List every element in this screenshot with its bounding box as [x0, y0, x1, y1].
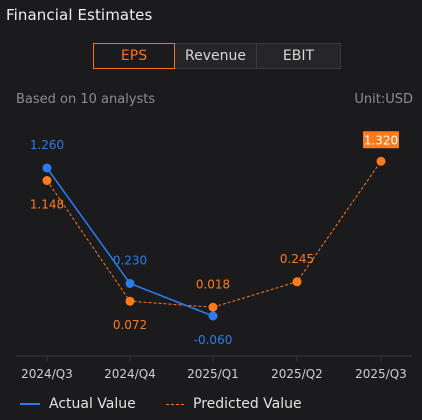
legend-actual-label: Actual Value: [49, 396, 136, 412]
tab-ebit[interactable]: EBIT: [257, 43, 341, 69]
actual-line-swatch: [20, 403, 40, 405]
eps-chart: 2024/Q3 2024/Q4 2025/Q1 2025/Q2 2025/Q3 1.260…: [16, 131, 412, 381]
unit-label: Unit:USD: [354, 92, 413, 107]
x-tick-label: 2025/Q2: [271, 367, 323, 381]
predicted-data-label: 0.245: [280, 252, 314, 266]
actual-point: [42, 163, 52, 173]
actual-value-line: [46, 167, 214, 317]
predicted-data-label: 0.072: [113, 318, 147, 332]
x-tick-label: 2024/Q3: [21, 367, 73, 381]
predicted-point: [376, 156, 386, 166]
predicted-value-line: [46, 160, 382, 308]
predicted-point: [42, 176, 52, 186]
actual-point: [125, 278, 135, 288]
x-tick-label: 2025/Q1: [187, 367, 239, 381]
predicted-data-label: 1.148: [30, 198, 64, 212]
page-title: Financial Estimates: [6, 6, 153, 24]
actual-point: [208, 311, 218, 321]
analyst-count-note: Based on 10 analysts: [16, 92, 156, 107]
legend-predicted-label: Predicted Value: [193, 396, 302, 412]
legend-item-actual[interactable]: Actual Value: [20, 393, 136, 415]
chart-legend: Actual Value Predicted Value: [0, 393, 422, 415]
highlight-label-box: [363, 131, 399, 149]
actual-data-label: 1.260: [30, 138, 64, 152]
tab-eps[interactable]: EPS: [93, 43, 175, 69]
predicted-point: [208, 302, 218, 312]
actual-data-label: -0.060: [194, 333, 233, 347]
tab-revenue[interactable]: Revenue: [175, 43, 257, 69]
metric-tabs: EPS Revenue EBIT: [93, 43, 341, 69]
predicted-line-swatch: [166, 403, 184, 405]
actual-data-label: 0.230: [113, 253, 147, 267]
predicted-point: [292, 277, 302, 287]
x-tick-label: 2024/Q4: [104, 367, 156, 381]
predicted-data-label: 0.018: [196, 277, 230, 291]
predicted-data-label: 1.320: [364, 133, 398, 147]
x-tick-label: 2025/Q3: [355, 367, 407, 381]
legend-item-predicted[interactable]: Predicted Value: [166, 393, 302, 415]
predicted-point: [125, 296, 135, 306]
